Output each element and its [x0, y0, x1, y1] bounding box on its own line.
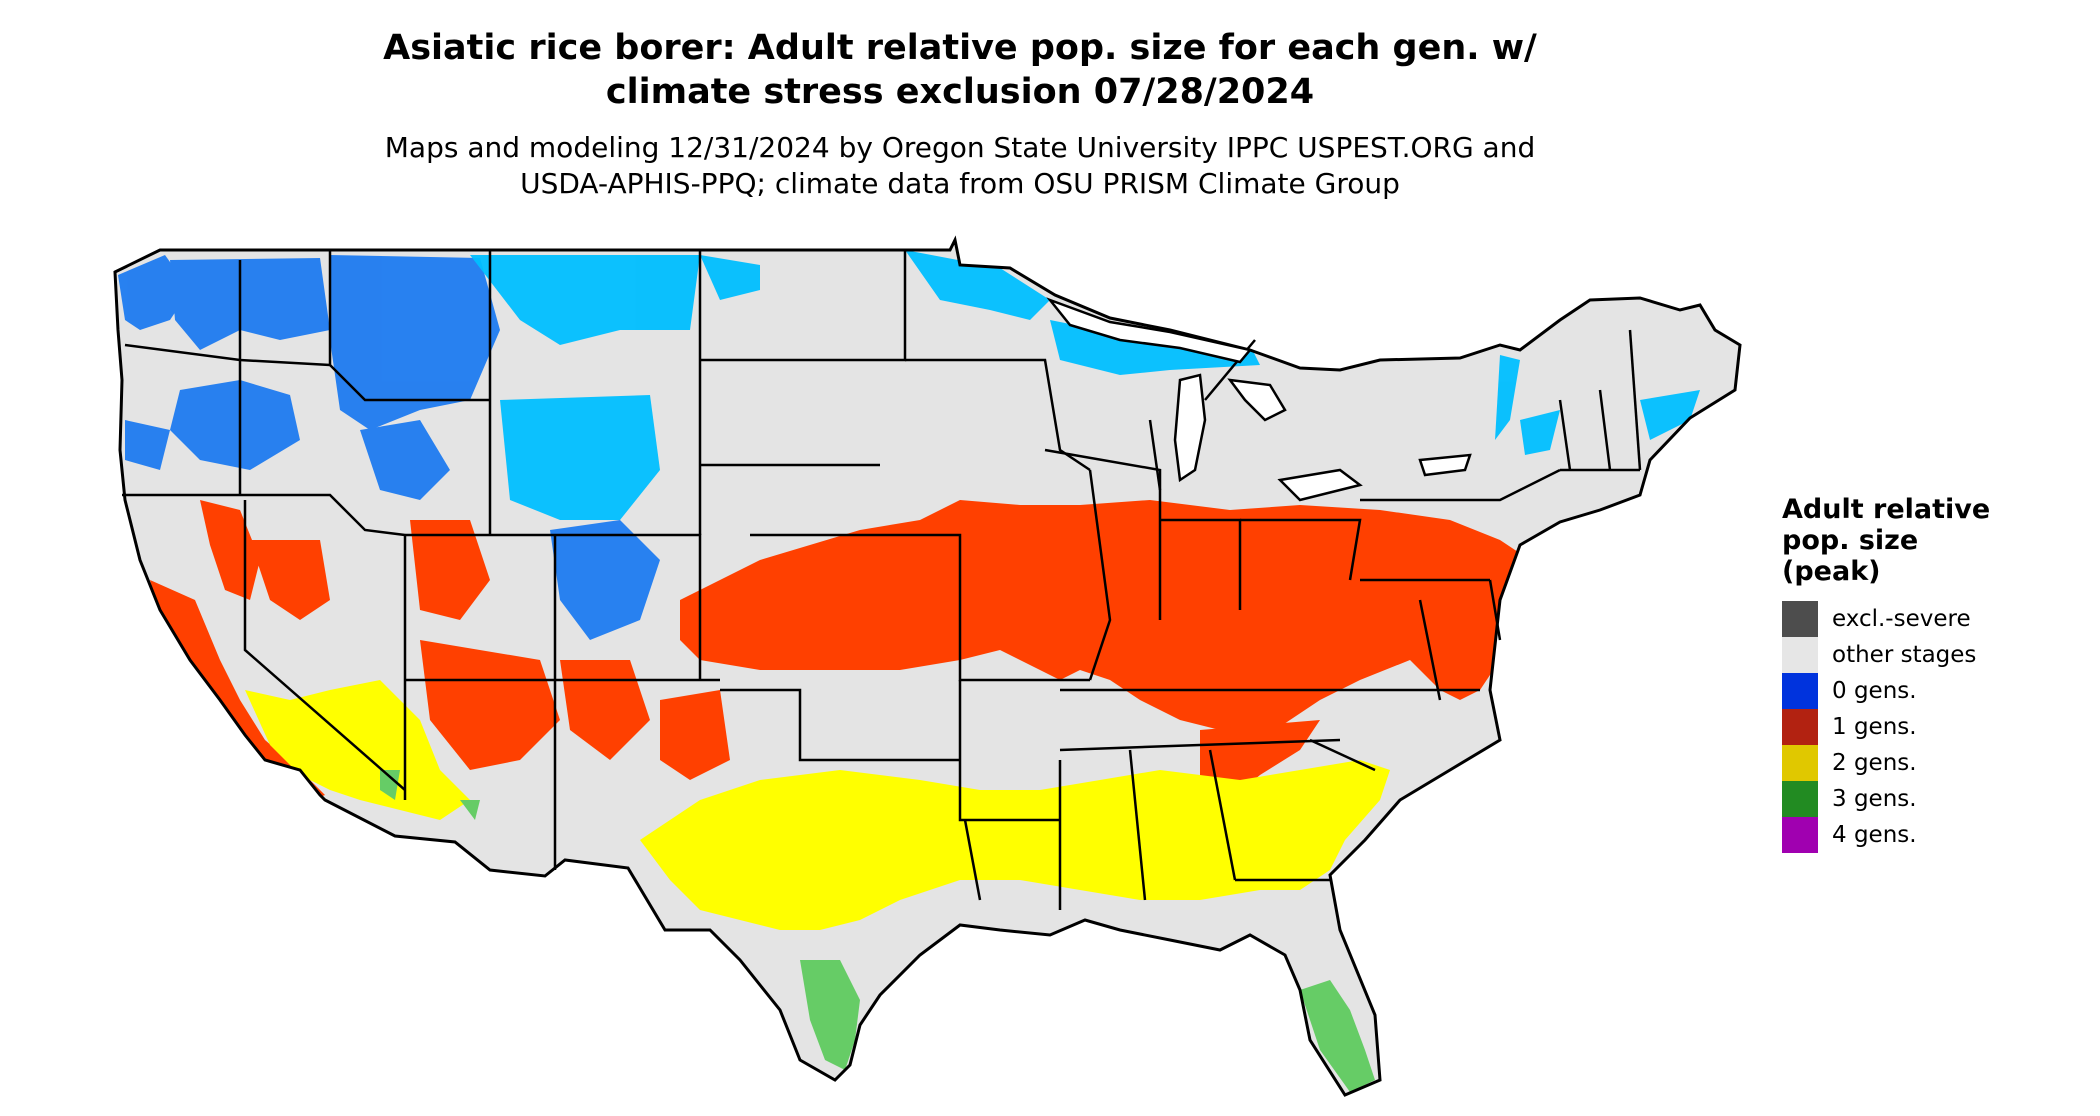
legend-item: 2 gens.: [1782, 745, 2082, 781]
legend-title-line-1: Adult relative: [1782, 494, 1991, 525]
legend-item: other stages: [1782, 637, 2082, 673]
legend-swatch: [1782, 817, 1818, 853]
legend-item: 0 gens.: [1782, 673, 2082, 709]
map-title-line-1: Asiatic rice borer: Adult relative pop. …: [383, 28, 1537, 68]
us-national-border: [113, 235, 1742, 1097]
map-legend: Adult relative pop. size (peak) excl.-se…: [1782, 494, 2082, 853]
region-three-gens: [380, 770, 1375, 1092]
map-subtitle: Maps and modeling 12/31/2024 by Oregon S…: [250, 130, 1670, 202]
map-subtitle-line-1: Maps and modeling 12/31/2024 by Oregon S…: [384, 131, 1536, 164]
map-subtitle-line-2: USDA-APHIS-PPQ; climate data from OSU PR…: [520, 167, 1400, 200]
legend-label: 4 gens.: [1832, 822, 1917, 848]
map-title: Asiatic rice borer: Adult relative pop. …: [250, 26, 1670, 114]
us-map: [113, 235, 1742, 1097]
legend-swatch: [1782, 709, 1818, 745]
legend-label: 3 gens.: [1832, 786, 1917, 812]
legend-item: 3 gens.: [1782, 781, 2082, 817]
legend-swatch: [1782, 745, 1818, 781]
legend-label: 1 gens.: [1832, 714, 1917, 740]
legend-title-line-2: pop. size: [1782, 525, 1919, 556]
legend-swatch: [1782, 637, 1818, 673]
legend-label: 2 gens.: [1832, 750, 1917, 776]
legend-label: excl.-severe: [1832, 606, 1971, 632]
legend-swatch: [1782, 673, 1818, 709]
legend-swatch: [1782, 601, 1818, 637]
region-zero-gens-dark-blue: [118, 255, 660, 640]
legend-items: excl.-severe other stages 0 gens. 1 gens. 2 …: [1782, 601, 2082, 853]
map-title-line-2: climate stress exclusion 07/28/2024: [605, 72, 1315, 112]
legend-title: Adult relative pop. size (peak): [1782, 494, 2082, 587]
region-zero-gens-light-blue: [470, 250, 1700, 520]
legend-item: excl.-severe: [1782, 601, 2082, 637]
legend-swatch: [1782, 781, 1818, 817]
legend-label: other stages: [1832, 642, 1977, 668]
legend-item: 1 gens.: [1782, 709, 2082, 745]
region-one-gen-west: [150, 500, 730, 805]
legend-item: 4 gens.: [1782, 817, 2082, 853]
legend-label: 0 gens.: [1832, 678, 1917, 704]
state-borders: [122, 250, 1642, 910]
legend-title-line-3: (peak): [1782, 556, 1881, 587]
great-lakes: [1046, 297, 1472, 502]
